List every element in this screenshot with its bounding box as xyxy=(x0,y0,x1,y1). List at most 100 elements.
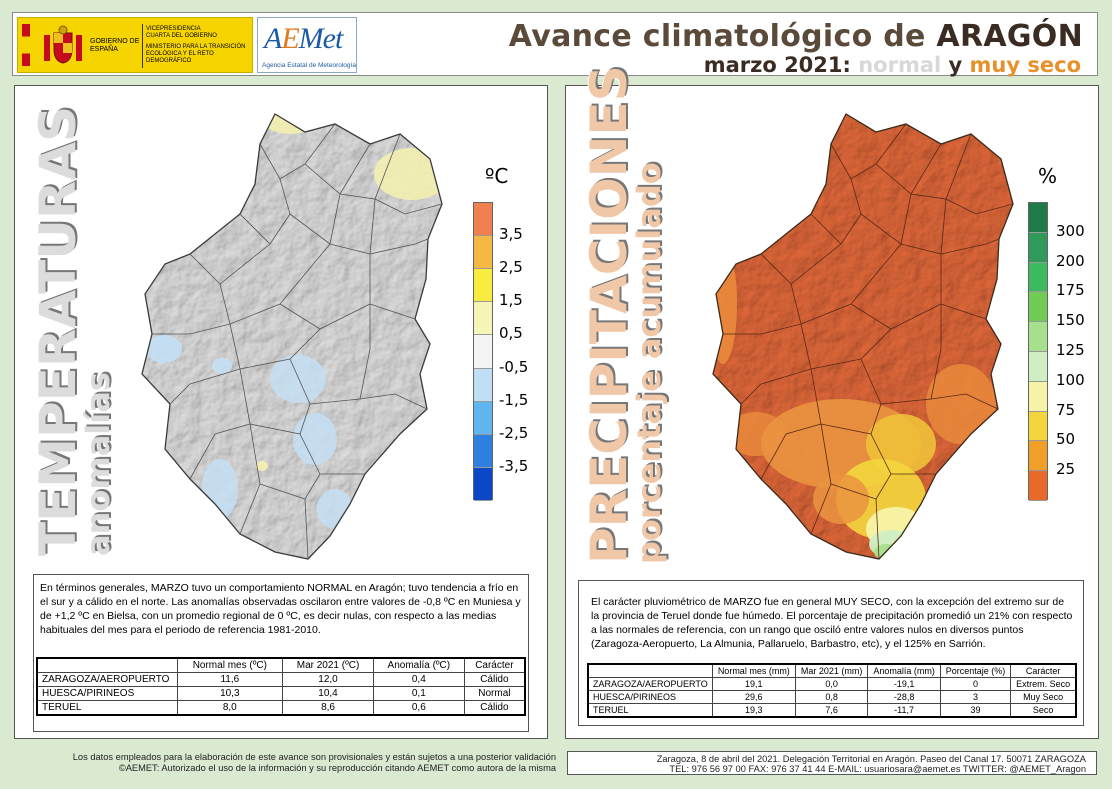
precipitation-legend-swatch xyxy=(1029,441,1047,472)
precipitation-legend-swatch xyxy=(1029,232,1047,263)
precipitation-legend-swatch xyxy=(1029,381,1047,412)
car-value: Normal xyxy=(463,686,526,701)
station-name: ZARAGOZA/AEROPUERTO xyxy=(587,677,713,691)
temperature-table: Normal mes (ºC) Mar 2021 (ºC) Anomalía (… xyxy=(36,657,526,716)
anom-value: -19,1 xyxy=(867,677,941,691)
gobierno-logo: GOBIERNO DE ESPAÑA VICEPRESIDENCIA CUART… xyxy=(17,17,253,73)
temperature-summary-box: En términos generales, MARZO tuvo un com… xyxy=(33,574,529,732)
table-row: TERUEL 8,0 8,6 0,6 Cálido xyxy=(36,700,526,716)
precipitation-table: Normal mes (mm) Mar 2021 (mm) Anomalía (… xyxy=(587,663,1077,718)
footer-contact: Zaragoza, 8 de abril del 2021. Delegació… xyxy=(567,751,1097,775)
station-name: TERUEL xyxy=(36,700,178,716)
normal-value: 29,6 xyxy=(711,690,796,704)
temperature-table-header: Normal mes (ºC) Mar 2021 (ºC) Anomalía (… xyxy=(37,657,526,673)
temperature-legend-unit: ºC xyxy=(485,164,509,188)
page-subtitle: marzo 2021: normal y muy seco xyxy=(704,53,1081,77)
col-header-anom: Anomalía (ºC) xyxy=(372,657,465,673)
normal-value: 19,1 xyxy=(711,677,796,691)
station-name: ZARAGOZA/AEROPUERTO xyxy=(36,672,178,687)
table-row: HUESCA/PIRINEOS 29,6 0,8 -28,8 3 Muy Sec… xyxy=(587,690,1077,704)
car-value: Extrem. Seco xyxy=(1010,677,1077,691)
aemet-logo: AEMet Agencia Estatal de Meteorología xyxy=(257,17,357,73)
ministry-text: VICEPRESIDENCIA CUARTA DEL GOBIERNO MINI… xyxy=(146,26,254,65)
precipitation-legend-label: 25 xyxy=(1056,460,1076,479)
precipitation-legend-label: 175 xyxy=(1056,281,1085,300)
precipitation-percentage-map xyxy=(712,113,1014,560)
temperature-anomaly-map xyxy=(141,113,443,560)
mar-value: 7,6 xyxy=(794,703,869,718)
precipitation-summary-text: El carácter pluviométrico de MARZO fue e… xyxy=(591,596,1073,650)
mar-value: 12,0 xyxy=(282,672,374,687)
temperature-legend-swatch xyxy=(474,302,492,336)
col-header-normal: Normal mes (mm) xyxy=(711,663,796,678)
gobierno-text: GOBIERNO DE ESPAÑA xyxy=(90,38,140,53)
comarca-borders xyxy=(152,123,443,560)
table-row: TERUEL 19,3 7,6 -11,7 39 Seco xyxy=(587,703,1077,718)
normal-value: 8,0 xyxy=(176,700,284,716)
col-header-anom: Anomalía (mm) xyxy=(867,663,941,678)
station-name: HUESCA/PIRINEOS xyxy=(587,690,713,704)
temperature-legend-swatch xyxy=(474,335,492,369)
car-value: Seco xyxy=(1010,703,1077,718)
temperature-vertical-subtitle: anomalías xyxy=(79,372,117,556)
col-header-car: Carácter xyxy=(463,657,526,673)
temperature-legend-label: 3,5 xyxy=(499,225,523,244)
col-header-mar: Mar 2021 (ºC) xyxy=(282,657,374,673)
temperature-legend-swatch xyxy=(474,368,492,402)
cuarta-line: CUARTA DEL GOBIERNO xyxy=(146,33,217,39)
normal-value: 10,3 xyxy=(176,686,284,701)
temperature-legend-swatch xyxy=(474,203,492,237)
precipitation-legend-unit: % xyxy=(1038,164,1058,188)
subtitle-date: marzo 2021: xyxy=(703,53,859,77)
col-header-pct: Porcentaje (%) xyxy=(939,663,1012,678)
vicepresidencia-line: VICEPRESIDENCIA xyxy=(146,26,201,32)
footer-disclaimer-line2: ©AEMET: Autorizado el uso de la informac… xyxy=(118,763,556,773)
temperature-legend-swatch xyxy=(474,467,492,501)
col-header-normal: Normal mes (ºC) xyxy=(176,657,284,673)
pct-value: 39 xyxy=(939,703,1012,718)
temperature-legend-label: -3,5 xyxy=(499,456,529,475)
precipitation-legend-swatch xyxy=(1029,411,1047,442)
coat-of-arms-icon xyxy=(44,25,82,64)
header-banner: GOBIERNO DE ESPAÑA VICEPRESIDENCIA CUART… xyxy=(12,12,1098,77)
spain-flag-strip xyxy=(22,24,30,66)
precipitation-vertical-subtitle: porcentaje acumulado xyxy=(630,162,668,564)
precipitation-legend-label: 150 xyxy=(1056,311,1085,330)
normal-value: 19,3 xyxy=(711,703,796,718)
page-title: Avance climatológico de ARAGÓN xyxy=(509,19,1083,54)
precipitation-panel: PRECIPITACIONES porcentaje acumulado xyxy=(565,65,1099,739)
pct-value: 0 xyxy=(939,677,1012,691)
anom-value: -28,8 xyxy=(867,690,941,704)
temperature-legend-label: -1,5 xyxy=(499,390,529,409)
temperature-legend-label: -2,5 xyxy=(499,423,529,442)
precipitation-legend-label: 75 xyxy=(1056,400,1076,419)
car-value: Cálido xyxy=(463,672,526,687)
mar-value: 0,0 xyxy=(794,677,869,691)
precipitation-legend-label: 50 xyxy=(1056,430,1076,449)
temperature-legend-label: 1,5 xyxy=(499,291,523,310)
temperature-legend-label: 0,5 xyxy=(499,324,523,343)
title-region: ARAGÓN xyxy=(936,19,1083,54)
temperature-legend-label: 2,5 xyxy=(499,258,523,277)
temperature-color-bar xyxy=(473,202,493,501)
car-value: Cálido xyxy=(463,700,526,716)
precipitation-table-header: Normal mes (mm) Mar 2021 (mm) Anomalía (… xyxy=(588,663,1077,678)
mar-value: 10,4 xyxy=(282,686,374,701)
precipitation-legend-swatch xyxy=(1029,292,1047,323)
anom-value: -11,7 xyxy=(867,703,941,718)
anom-value: 0,4 xyxy=(372,672,465,687)
precipitation-legend-swatch xyxy=(1029,203,1047,233)
mar-value: 0,8 xyxy=(794,690,869,704)
precipitation-legend-label: 300 xyxy=(1056,221,1085,240)
pct-value: 3 xyxy=(939,690,1012,704)
aragon-border xyxy=(141,113,443,560)
temperature-legend-swatch xyxy=(474,401,492,435)
title-prefix: Avance climatológico de xyxy=(508,19,937,54)
table-corner xyxy=(37,658,177,673)
subtitle-normal: normal xyxy=(858,53,942,77)
precipitation-legend-swatch xyxy=(1029,322,1047,352)
aemet-wordmark: AEMet xyxy=(264,22,343,55)
mar-value: 8,6 xyxy=(282,700,374,716)
table-row: ZARAGOZA/AEROPUERTO 11,6 12,0 0,4 Cálido xyxy=(36,672,526,687)
temperature-legend-label: -0,5 xyxy=(499,357,529,376)
